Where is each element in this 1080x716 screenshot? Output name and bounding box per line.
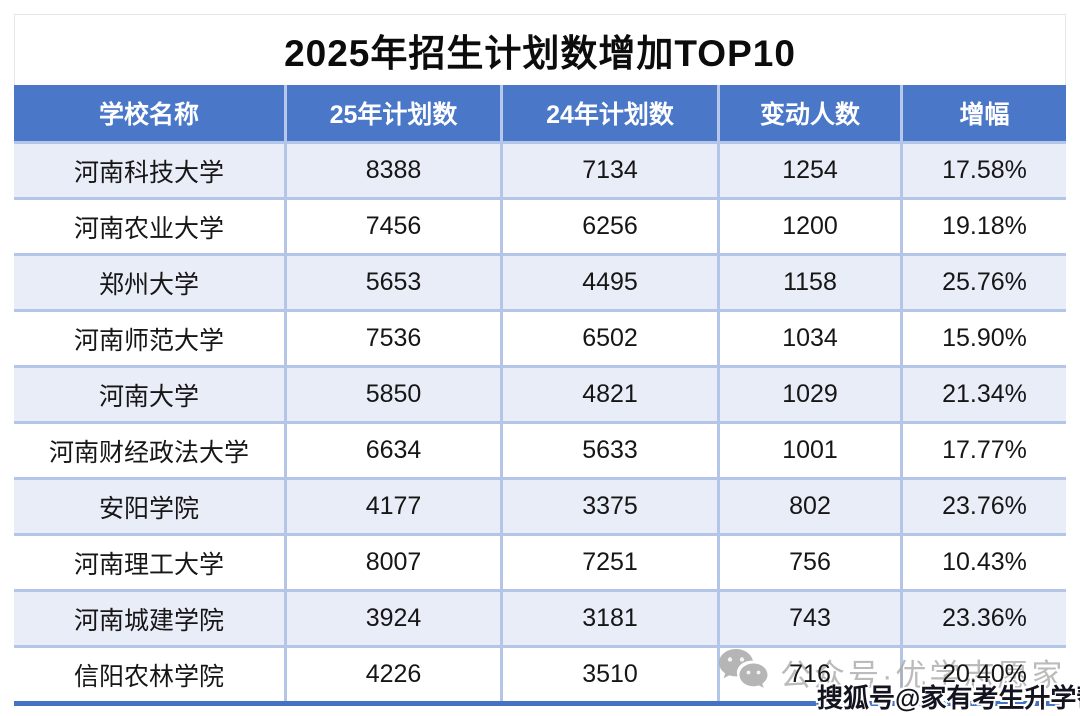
- cell-increase: 15.90%: [942, 324, 1027, 352]
- cell-plan-25: 5850: [287, 368, 503, 421]
- cell-increase: 19.18%: [942, 212, 1027, 240]
- table-row: 河南师范大学 7536 6502 1034 15.90%: [14, 309, 1066, 365]
- table-row: 郑州大学 5653 4495 1158 25.76%: [14, 253, 1066, 309]
- cell-change: 1158: [720, 256, 903, 309]
- cell-increase: 23.36%: [942, 604, 1027, 632]
- table-row: 河南科技大学 8388 7134 1254 17.58%: [14, 141, 1066, 197]
- cell-plan-24: 6502: [503, 312, 720, 365]
- table-panel: 2025年招生计划数增加TOP10 学校名称 25年计划数 24年计划数 变动人…: [14, 14, 1066, 706]
- cell-plan-24: 6256: [503, 200, 720, 253]
- table-body: 河南科技大学 8388 7134 1254 17.58% 河南农业大学 7456 6256 12…: [14, 141, 1066, 701]
- cell-plan-25: 5653: [287, 256, 503, 309]
- cell-plan-25: 3924: [287, 592, 503, 645]
- table-row: 安阳学院 4177 3375 802 23.76%: [14, 477, 1066, 533]
- cell-change: 1029: [720, 368, 903, 421]
- cell-increase: 25.76%: [942, 268, 1027, 296]
- cell-plan-24: 4821: [503, 368, 720, 421]
- cell-increase: 21.34%: [942, 380, 1027, 408]
- column-header-change: 变动人数: [720, 85, 903, 141]
- table-row: 河南理工大学 8007 7251 756 10.43%: [14, 533, 1066, 589]
- cell-school-name: 河南城建学院: [14, 592, 287, 645]
- cell-school-name: 河南财经政法大学: [14, 424, 287, 477]
- cell-increase: 20.40%: [942, 660, 1027, 688]
- cell-increase: 23.76%: [942, 492, 1027, 520]
- table-row: 河南大学 5850 4821 1029 21.34%: [14, 365, 1066, 421]
- cell-school-name: 安阳学院: [14, 480, 287, 533]
- cell-school-name: 河南师范大学: [14, 312, 287, 365]
- cell-increase: 10.43%: [942, 548, 1027, 576]
- cell-school-name: 河南科技大学: [14, 144, 287, 197]
- cell-plan-25: 8388: [287, 144, 503, 197]
- column-header-increase: 增幅: [959, 101, 1010, 129]
- title-block: 2025年招生计划数增加TOP10: [14, 14, 1066, 85]
- cell-change: 743: [720, 592, 903, 645]
- cell-plan-25: 4226: [287, 648, 503, 701]
- top10-table: 学校名称 25年计划数 24年计划数 变动人数 增幅 河南科技大学 8388 713…: [14, 85, 1066, 706]
- cell-plan-24: 3375: [503, 480, 720, 533]
- column-header-plan-24: 24年计划数: [503, 85, 720, 141]
- cell-increase: 17.77%: [942, 436, 1027, 464]
- cell-plan-25: 6634: [287, 424, 503, 477]
- table-header-row: 学校名称 25年计划数 24年计划数 变动人数 增幅: [14, 85, 1066, 141]
- column-header-plan-25: 25年计划数: [287, 85, 503, 141]
- cell-plan-25: 7536: [287, 312, 503, 365]
- cell-plan-24: 7134: [503, 144, 720, 197]
- cell-plan-24: 7251: [503, 536, 720, 589]
- cell-plan-24: 3510: [503, 648, 720, 701]
- cell-plan-25: 4177: [287, 480, 503, 533]
- cell-school-name: 信阳农林学院: [14, 648, 287, 701]
- cell-school-name: 河南大学: [14, 368, 287, 421]
- cell-change: 716: [720, 648, 903, 701]
- table-row: 河南城建学院 3924 3181 743 23.36%: [14, 589, 1066, 645]
- cell-change: 1001: [720, 424, 903, 477]
- cell-school-name: 河南理工大学: [14, 536, 287, 589]
- cell-plan-25: 7456: [287, 200, 503, 253]
- cell-school-name: 郑州大学: [14, 256, 287, 309]
- cell-change: 1200: [720, 200, 903, 253]
- cell-school-name: 河南农业大学: [14, 200, 287, 253]
- cell-change: 802: [720, 480, 903, 533]
- cell-change: 1034: [720, 312, 903, 365]
- cell-plan-25: 8007: [287, 536, 503, 589]
- cell-change: 756: [720, 536, 903, 589]
- column-header-school: 学校名称: [14, 85, 287, 141]
- cell-change: 1254: [720, 144, 903, 197]
- table-row: 河南财经政法大学 6634 5633 1001 17.77%: [14, 421, 1066, 477]
- cell-plan-24: 5633: [503, 424, 720, 477]
- cell-plan-24: 4495: [503, 256, 720, 309]
- cell-plan-24: 3181: [503, 592, 720, 645]
- cell-increase: 17.58%: [942, 156, 1027, 184]
- page-title: 2025年招生计划数增加TOP10: [284, 33, 796, 74]
- table-row: 河南农业大学 7456 6256 1200 19.18%: [14, 197, 1066, 253]
- table-row: 信阳农林学院 4226 3510 716 20.40%: [14, 645, 1066, 701]
